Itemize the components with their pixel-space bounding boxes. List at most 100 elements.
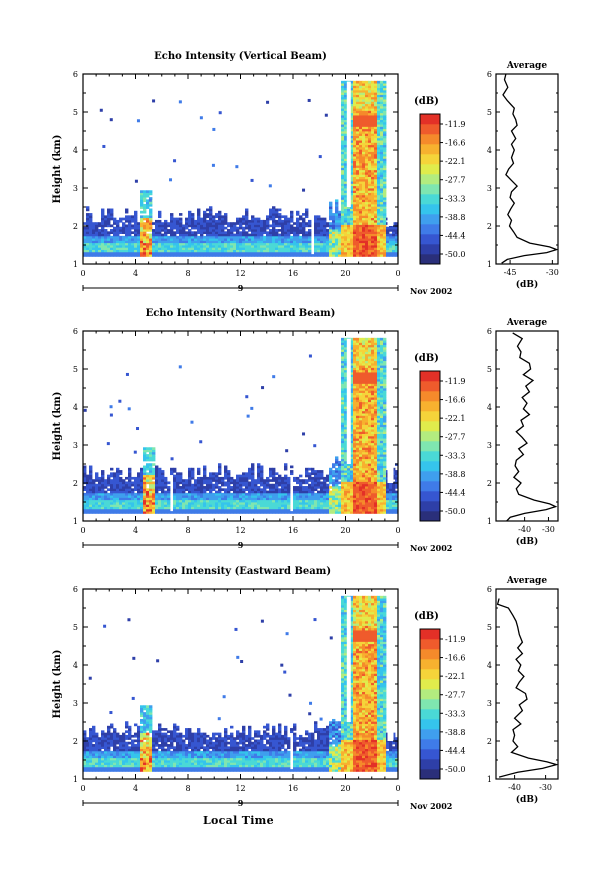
- colorbar-tick-label: -16.6: [445, 396, 466, 405]
- panel-title: Echo Intensity (Northward Beam): [146, 308, 336, 319]
- average-x-tick-label: -45: [504, 268, 517, 277]
- average-profile-line: [501, 73, 559, 264]
- colorbar-swatch: [420, 224, 440, 235]
- x-tick-label: 12: [235, 784, 245, 793]
- colorbar-tick-label: -27.7: [445, 691, 466, 700]
- colorbar-tick-label: -38.8: [445, 728, 466, 737]
- colorbar-swatch: [420, 729, 440, 740]
- date-month-label: Nov 2002: [410, 801, 452, 811]
- x-tick-label: 8: [185, 784, 190, 793]
- colorbar-tick-label: -16.6: [445, 139, 466, 148]
- colorbar-swatch: [420, 769, 440, 780]
- y-tick-label: 1: [73, 260, 78, 269]
- colorbar-swatch: [420, 679, 440, 690]
- colorbar-frame: [419, 370, 441, 522]
- colorbar-swatch: [420, 749, 440, 760]
- colorbar-swatch: [420, 491, 440, 502]
- x-tick-label: 8: [185, 269, 190, 278]
- y-tick-label: 5: [73, 108, 78, 117]
- date-day-label: 9: [238, 540, 244, 550]
- colorbar-tick-label: -44.4: [445, 231, 466, 240]
- colorbar-swatch: [420, 659, 440, 670]
- y-tick-label: 4: [73, 403, 78, 412]
- average-y-tick-label: 6: [487, 585, 492, 594]
- colorbar-swatch: [420, 511, 440, 522]
- colorbar-swatch: [420, 184, 440, 195]
- x-tick-label: 4: [133, 269, 138, 278]
- colorbar-swatch: [420, 709, 440, 720]
- x-tick-label: 20: [340, 526, 350, 535]
- panel-title: Echo Intensity (Vertical Beam): [154, 51, 327, 62]
- colorbar-tick-label: -16.6: [445, 654, 466, 663]
- colorbar-swatch: [420, 739, 440, 750]
- colorbar-tick-label: -50.0: [445, 507, 466, 516]
- average-y-tick-label: 2: [487, 479, 492, 488]
- y-axis-label: Height (km): [52, 135, 63, 204]
- x-tick-label: 12: [235, 269, 245, 278]
- colorbar-unit-label: (dB): [414, 353, 439, 364]
- colorbar-swatch: [420, 639, 440, 650]
- heatmap-cells: [83, 80, 399, 257]
- colorbar-swatch: [420, 649, 440, 660]
- colorbar-tick-label: -44.4: [445, 488, 466, 497]
- colorbar-tick-label: -11.9: [445, 120, 466, 129]
- colorbar-tick-label: -33.3: [445, 194, 466, 203]
- colorbar-swatch: [420, 501, 440, 512]
- colorbar-unit-label: (dB): [414, 96, 439, 107]
- y-tick-label: 3: [73, 184, 78, 193]
- colorbar-frame: [419, 628, 441, 780]
- colorbar-tick-label: -27.7: [445, 433, 466, 442]
- colorbar-tick-label: -22.1: [445, 157, 466, 166]
- colorbar-swatch: [420, 154, 440, 165]
- colorbar-unit-label: (dB): [414, 611, 439, 622]
- colorbar-swatch: [420, 471, 440, 482]
- x-tick-label: 16: [288, 784, 298, 793]
- y-tick-label: 4: [73, 146, 78, 155]
- colorbar-swatch: [420, 481, 440, 492]
- colorbar-swatch: [420, 391, 440, 402]
- average-y-tick-label: 6: [487, 70, 492, 79]
- date-day-label: 9: [238, 798, 244, 808]
- average-y-tick-label: 3: [487, 699, 492, 708]
- average-x-label: (dB): [516, 536, 538, 547]
- y-tick-label: 1: [73, 775, 78, 784]
- y-tick-label: 2: [73, 479, 78, 488]
- colorbar-tick-label: -38.8: [445, 213, 466, 222]
- colorbar-swatch: [420, 114, 440, 125]
- x-axis-label-local-time: Local Time: [203, 814, 274, 827]
- colorbar-swatch: [420, 759, 440, 770]
- colorbar-swatch: [420, 234, 440, 245]
- average-y-tick-label: 4: [487, 146, 492, 155]
- y-axis-label: Height (km): [52, 650, 63, 719]
- colorbar-swatch: [420, 174, 440, 185]
- x-tick-label: 0: [80, 269, 85, 278]
- average-y-tick-label: 1: [487, 517, 492, 526]
- colorbar-swatch: [420, 204, 440, 215]
- x-tick-label: 0: [395, 784, 400, 793]
- colorbar-tick-label: -50.0: [445, 765, 466, 774]
- x-tick-label: 12: [235, 526, 245, 535]
- colorbar-tick-label: -33.3: [445, 451, 466, 460]
- average-y-tick-label: 2: [487, 737, 492, 746]
- y-axis-label: Height (km): [52, 392, 63, 461]
- average-frame: [495, 588, 559, 780]
- x-tick-label: 0: [80, 784, 85, 793]
- colorbar-swatch: [420, 214, 440, 225]
- y-tick-label: 5: [73, 623, 78, 632]
- y-tick-label: 6: [73, 585, 78, 594]
- colorbar-swatch: [420, 381, 440, 392]
- panel-title: Echo Intensity (Eastward Beam): [150, 566, 331, 577]
- colorbar-swatch: [420, 431, 440, 442]
- average-frame: [495, 73, 559, 265]
- x-tick-label: 8: [185, 526, 190, 535]
- average-y-tick-label: 4: [487, 403, 492, 412]
- x-tick-label: 4: [133, 784, 138, 793]
- average-y-tick-label: 4: [487, 661, 492, 670]
- colorbar-tick-label: -38.8: [445, 470, 466, 479]
- colorbar-tick-label: -50.0: [445, 250, 466, 259]
- colorbar-swatch: [420, 441, 440, 452]
- colorbar-swatch: [420, 451, 440, 462]
- y-tick-label: 3: [73, 441, 78, 450]
